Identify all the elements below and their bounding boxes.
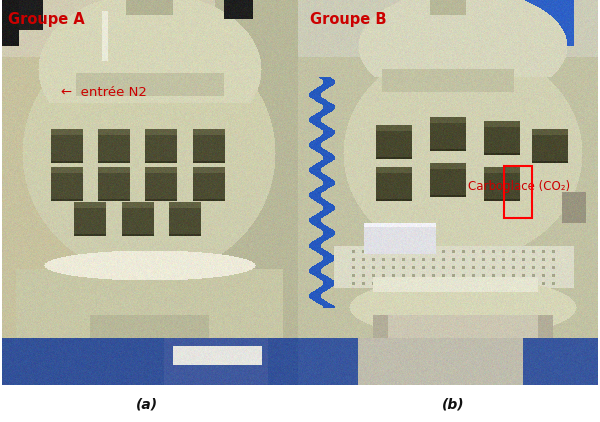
Text: Groupe A: Groupe A — [8, 11, 85, 27]
Text: (b): (b) — [442, 398, 464, 411]
Bar — [503, 165, 532, 217]
Text: Groupe B: Groupe B — [310, 11, 386, 27]
Text: (a): (a) — [136, 398, 158, 411]
Text: ←  entrée N2: ← entrée N2 — [61, 86, 147, 99]
Text: Carboglace (CO₂): Carboglace (CO₂) — [467, 180, 569, 193]
Text: ← Sels pour ambiance humide contrôlée  →: ← Sels pour ambiance humide contrôlée → — [167, 316, 433, 329]
